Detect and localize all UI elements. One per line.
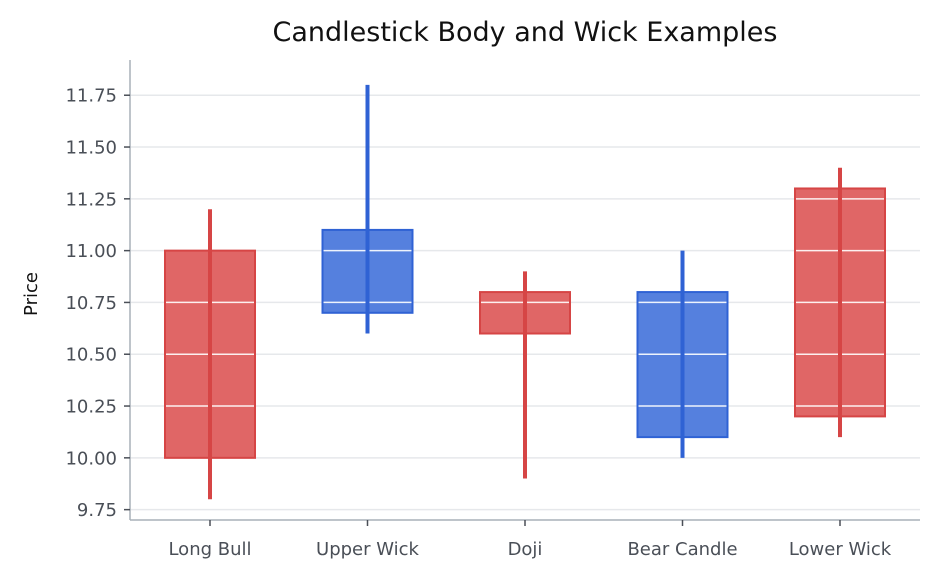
y-tick-label: 10.75 (65, 293, 117, 314)
x-tick-label: Upper Wick (316, 539, 420, 560)
y-tick-label: 10.00 (65, 448, 117, 469)
x-tick-label: Long Bull (168, 539, 251, 560)
y-tick-label: 9.75 (77, 500, 117, 521)
y-tick-label: 10.25 (65, 397, 117, 418)
x-tick-label: Doji (508, 539, 543, 560)
y-tick-label: 11.50 (65, 138, 117, 159)
y-tick-label: 11.00 (65, 241, 117, 262)
ticks-layer: 9.75 10.00 10.25 10.50 10.75 11.00 11.25 11.50 1… (65, 86, 891, 560)
chart-title: Candlestick Body and Wick Examples (273, 17, 778, 48)
y-tick-label: 10.50 (65, 345, 117, 366)
y-tick-label: 11.25 (65, 189, 117, 210)
x-tick-label: Lower Wick (789, 539, 892, 560)
y-tick-label: 11.75 (65, 86, 117, 107)
x-tick-label: Bear Candle (627, 539, 737, 560)
y-axis-label: Price (21, 272, 42, 316)
candles-layer (164, 84, 886, 500)
